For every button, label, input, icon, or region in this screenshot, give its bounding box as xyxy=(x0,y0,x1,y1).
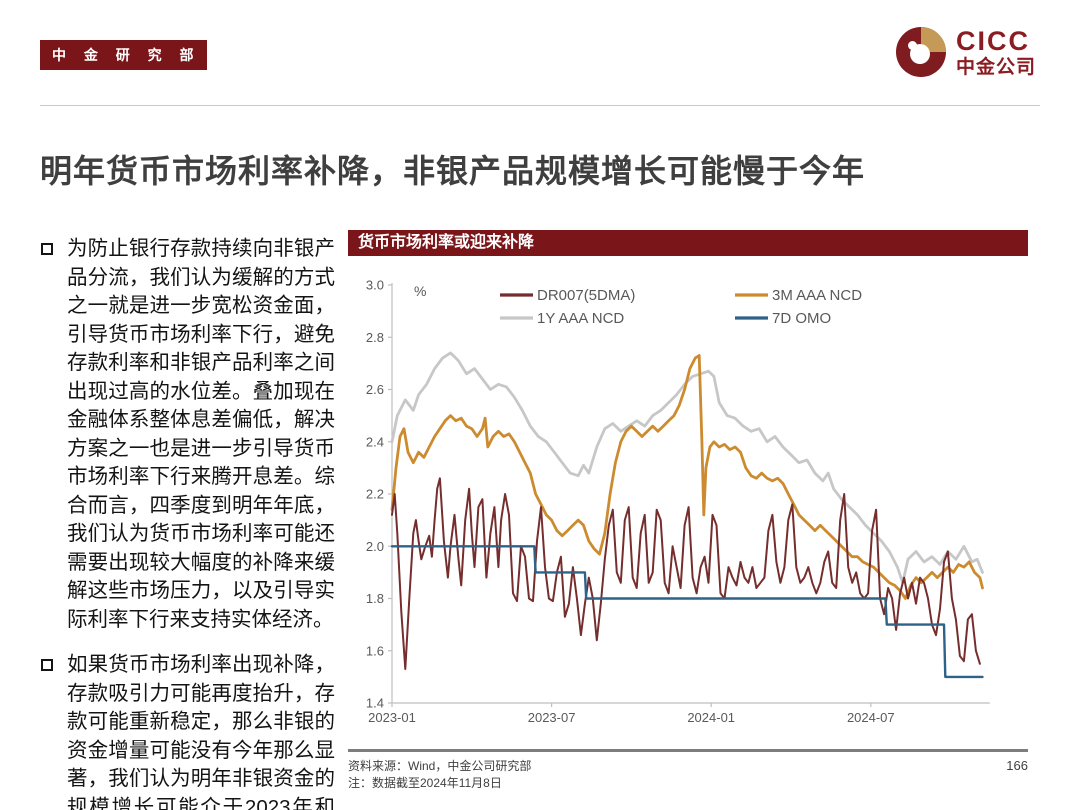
svg-text:7D OMO: 7D OMO xyxy=(772,310,831,327)
svg-text:2023-07: 2023-07 xyxy=(528,710,576,725)
page-title: 明年货币市场利率补降，非银产品规模增长可能慢于今年 xyxy=(40,153,866,189)
svg-text:2024-01: 2024-01 xyxy=(687,710,735,725)
chart-panel: 货币市场利率或迎来补降 1.4 1.6 1.8 2.0 2.2 2.4 2.6 2.8 3.0 2… xyxy=(348,230,1028,810)
logo-brand-cn: 中金公司 xyxy=(955,56,1036,78)
svg-text:2.0: 2.0 xyxy=(366,539,384,554)
square-bullet-icon xyxy=(41,243,53,255)
footer-divider xyxy=(348,749,1028,752)
svg-text:DR007(5DMA): DR007(5DMA) xyxy=(537,287,635,304)
money-market-rates-line-chart: 1.4 1.6 1.8 2.0 2.2 2.4 2.6 2.8 3.0 2023-01 2023-0… xyxy=(348,256,1028,738)
data-cutoff-note: 注：数据截至2024年11月8日 xyxy=(348,776,502,790)
svg-text:%: % xyxy=(414,283,426,299)
logo-brand-en: CICC xyxy=(955,25,1030,56)
bullet-list: 为防止银行存款持续向非银产品分流，我们认为缓解的方式之一就是进一步宽松资金面，引… xyxy=(40,230,335,810)
chart-title-bar: 货币市场利率或迎来补降 xyxy=(348,230,1028,256)
cicc-logo-text: CICC 中金公司 xyxy=(955,25,1036,78)
svg-text:3.0: 3.0 xyxy=(366,278,384,293)
svg-text:2.6: 2.6 xyxy=(366,382,384,397)
bullet-item: 为防止银行存款持续向非银产品分流，我们认为缓解的方式之一就是进一步宽松资金面，引… xyxy=(40,235,335,634)
page-number: 166 xyxy=(1006,758,1028,773)
bullet-item: 如果货币市场利率出现补降，存款吸引力可能再度抬升，存款可能重新稳定，那么非银的资… xyxy=(40,651,335,810)
svg-text:1.8: 1.8 xyxy=(366,591,384,606)
header-divider xyxy=(40,105,1040,106)
svg-text:1Y AAA NCD: 1Y AAA NCD xyxy=(537,310,624,327)
svg-text:2.8: 2.8 xyxy=(366,330,384,345)
svg-text:2.2: 2.2 xyxy=(366,487,384,502)
source-note: 资料来源：Wind，中金公司研究部 xyxy=(348,759,532,773)
cicc-logo-icon xyxy=(895,27,946,77)
footer: 资料来源：Wind，中金公司研究部 注：数据截至2024年11月8日 166 xyxy=(348,758,1028,792)
square-bullet-icon xyxy=(41,659,53,671)
research-dept-badge: 中 金 研 究 部 xyxy=(40,40,207,70)
cicc-logo: CICC 中金公司 xyxy=(895,26,1036,78)
bullet-text: 为防止银行存款持续向非银产品分流，我们认为缓解的方式之一就是进一步宽松资金面，引… xyxy=(67,237,335,631)
svg-text:1.6: 1.6 xyxy=(366,643,384,658)
svg-text:2.4: 2.4 xyxy=(366,434,384,449)
svg-text:2023-01: 2023-01 xyxy=(368,710,416,725)
svg-text:2024-07: 2024-07 xyxy=(847,710,895,725)
bullet-text: 如果货币市场利率出现补降，存款吸引力可能再度抬升，存款可能重新稳定，那么非银的资… xyxy=(67,653,335,810)
svg-text:1.4: 1.4 xyxy=(366,696,384,711)
content-area: 为防止银行存款持续向非银产品分流，我们认为缓解的方式之一就是进一步宽松资金面，引… xyxy=(40,230,1028,810)
svg-text:3M AAA NCD: 3M AAA NCD xyxy=(772,287,862,304)
source-notes: 资料来源：Wind，中金公司研究部 注：数据截至2024年11月8日 xyxy=(348,758,531,792)
